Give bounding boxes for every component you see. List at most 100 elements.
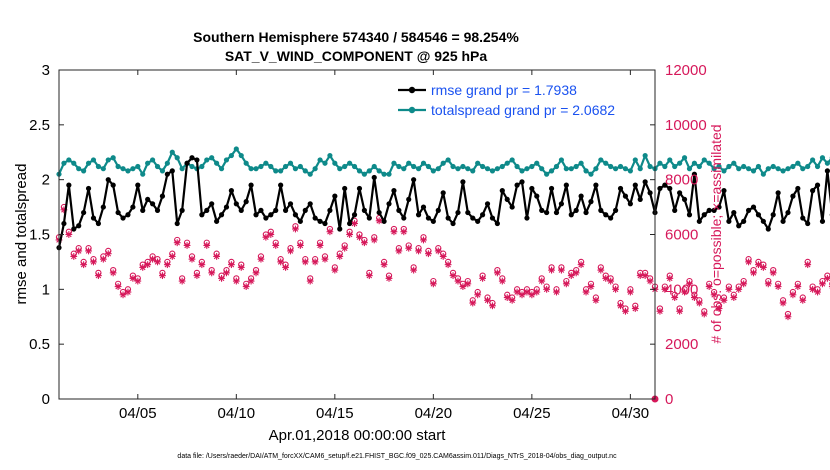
obs-possible-point: [316, 239, 324, 246]
totalspread-point: [553, 163, 560, 170]
totalspread-point: [396, 163, 402, 170]
rmse-point: [790, 193, 796, 199]
chart-title: Southern Hemisphere 574340 / 584546 = 98…: [193, 29, 519, 45]
obs-possible-point: [297, 239, 304, 246]
y2-tick-label: 8000: [665, 172, 698, 189]
rmse-point: [445, 215, 451, 221]
rmse-point: [529, 185, 535, 192]
rmse-point: [770, 212, 776, 218]
totalspread-point: [558, 157, 565, 163]
totalspread-point: [317, 157, 323, 163]
obs-possible-point: [154, 256, 161, 263]
rmse-point: [391, 188, 397, 194]
obs-possible-point: [528, 288, 536, 296]
obs-possible-point: [149, 253, 156, 260]
totalspread-point: [292, 166, 299, 172]
obs-possible-point: [307, 275, 314, 282]
rmse-point: [204, 207, 210, 213]
rmse-point: [810, 188, 816, 194]
rmse-point: [440, 190, 446, 196]
rmse-point: [524, 215, 530, 221]
obs-possible-point: [494, 266, 501, 274]
obs-possible-point: [371, 234, 378, 241]
totalspread-point: [548, 168, 555, 174]
totalspread-point: [519, 168, 525, 174]
obs-possible-point: [646, 275, 654, 282]
obs-possible-point: [558, 264, 565, 271]
rmse-point: [686, 212, 693, 218]
obs-possible-point: [277, 256, 284, 263]
rmse-point: [765, 226, 771, 232]
rmse-point: [81, 209, 87, 216]
obs-possible-point: [607, 275, 614, 282]
rmse-point: [573, 207, 579, 213]
obs-possible-point: [129, 272, 137, 279]
obs-possible-point: [720, 294, 728, 301]
obs-possible-point: [548, 264, 555, 271]
totalspread-point: [347, 160, 353, 166]
rmse-point: [745, 207, 752, 213]
totalspread-point: [534, 160, 540, 166]
totalspread-point: [386, 171, 392, 177]
rmse-point: [411, 177, 417, 183]
rmse-point: [672, 207, 678, 213]
totalspread-point: [406, 160, 412, 166]
totalspread-point: [785, 166, 791, 172]
rmse-point: [189, 155, 195, 161]
rmse-point: [406, 196, 412, 203]
totalspread-point: [130, 166, 136, 172]
totalspread-point: [71, 160, 77, 166]
rmse-point: [608, 215, 614, 221]
totalspread-point: [588, 171, 594, 177]
totalspread-point: [371, 163, 377, 170]
rmse-point: [253, 212, 259, 218]
totalspread-point: [342, 163, 348, 170]
rmse-point: [460, 179, 466, 185]
rmse-point: [258, 207, 264, 213]
data-file-footnote: data file: /Users/raeder/DAI/ATM_forcXX/…: [177, 453, 617, 460]
obs-possible-point: [321, 253, 329, 260]
totalspread-point: [750, 168, 757, 174]
rmse-point: [317, 218, 323, 224]
totalspread-point: [544, 171, 550, 177]
totalspread-point: [159, 168, 166, 174]
obs-possible-point: [543, 283, 550, 290]
totalspread-point: [657, 160, 663, 166]
obs-possible-point: [228, 258, 235, 266]
obs-possible-point: [203, 239, 210, 246]
obs-possible-point: [706, 280, 713, 287]
totalspread-point: [376, 168, 382, 174]
totalspread-point: [228, 152, 234, 159]
rmse-point: [716, 204, 722, 210]
rmse-point: [544, 209, 550, 216]
rmse-point: [356, 185, 363, 192]
obs-possible-point: [415, 245, 422, 252]
totalspread-point: [578, 160, 584, 166]
rmse-point: [494, 220, 500, 227]
rmse-point: [819, 218, 826, 224]
obs-possible-point: [233, 275, 240, 282]
rmse-point: [292, 212, 299, 218]
rmse-point: [662, 182, 668, 188]
totalspread-point: [297, 163, 303, 170]
rmse-point: [598, 207, 604, 213]
obs-possible-point: [765, 277, 772, 285]
rmse-point: [366, 215, 372, 221]
obs-possible-point: [287, 245, 294, 252]
totalspread-point: [218, 166, 225, 172]
rmse-point: [420, 204, 427, 210]
rmse-point: [159, 193, 166, 199]
rmse-point: [617, 185, 624, 192]
obs-possible-point: [75, 245, 82, 252]
totalspread-point: [268, 163, 274, 170]
obs-possible-point: [464, 277, 471, 285]
rmse-point: [514, 182, 520, 188]
totalspread-point: [351, 163, 358, 170]
rmse-point: [278, 182, 284, 188]
obs-possible-point: [474, 288, 481, 296]
obs-possible-point: [499, 275, 506, 282]
rmse-point: [701, 212, 707, 218]
totalspread-point: [780, 168, 786, 174]
obs-possible-point: [809, 283, 816, 290]
obs-possible-point: [341, 242, 348, 249]
